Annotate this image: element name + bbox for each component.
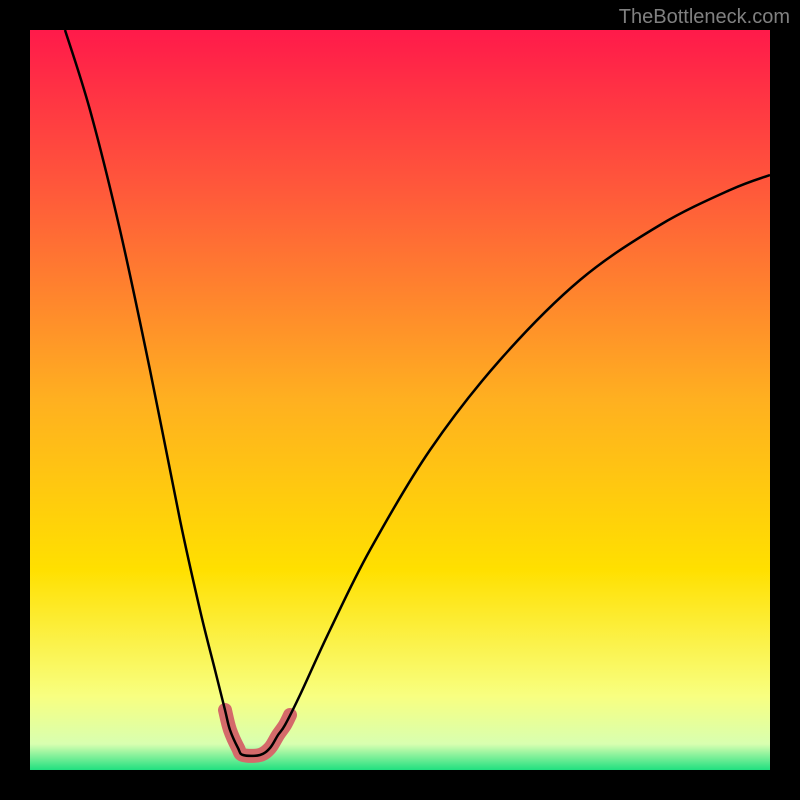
bottleneck-curve	[65, 30, 770, 756]
watermark-text: TheBottleneck.com	[619, 6, 790, 29]
curve-svg	[30, 30, 770, 770]
chart-plot-area	[30, 30, 770, 770]
